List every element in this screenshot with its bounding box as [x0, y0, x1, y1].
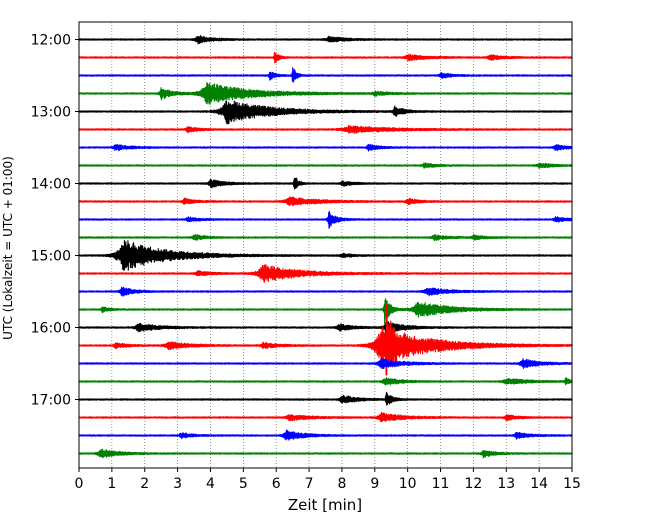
trace-1300 — [78, 100, 573, 125]
trace-1415 — [78, 196, 573, 207]
x-tick-label: 5 — [239, 476, 248, 492]
y-tick-label: 17:00 — [31, 393, 71, 409]
trace-1515 — [78, 264, 573, 284]
x-tick-label: 7 — [305, 476, 314, 492]
x-tick-label: 0 — [75, 476, 84, 492]
trace-1315 — [78, 124, 573, 134]
trace-1630 — [78, 357, 573, 370]
trace-1445 — [78, 233, 573, 241]
x-tick-label: 8 — [337, 476, 346, 492]
y-tick-label: 16:00 — [31, 321, 71, 337]
y-tick-label: 15:00 — [31, 249, 71, 265]
y-tick-label: 12:00 — [31, 33, 71, 49]
x-axis-label: Zeit [min] — [288, 496, 362, 514]
x-tick-label: 10 — [399, 476, 417, 492]
x-tick-label: 12 — [464, 476, 482, 492]
x-tick-label: 13 — [497, 476, 515, 492]
trace-1200 — [78, 35, 573, 45]
trace-1245 — [78, 82, 573, 105]
y-tick-label: 13:00 — [31, 105, 71, 121]
x-tick-label: 1 — [107, 476, 116, 492]
y-tick-label: 14:00 — [31, 177, 71, 193]
trace-layer — [78, 35, 573, 459]
trace-1500 — [78, 240, 573, 271]
trace-1600 — [78, 321, 573, 334]
trace-1530 — [78, 286, 573, 297]
x-tick-label: 14 — [530, 476, 548, 492]
trace-1215 — [78, 51, 573, 64]
trace-1700 — [78, 391, 573, 406]
x-tick-label: 2 — [140, 476, 149, 492]
trace-1430 — [78, 210, 573, 229]
trace-1345 — [78, 162, 573, 169]
x-tick-label: 9 — [370, 476, 379, 492]
trace-1545 — [78, 298, 573, 325]
x-tick-label: 3 — [173, 476, 182, 492]
y-axis-label: UTC (Lokalzeit = UTC + 01:00) — [1, 156, 15, 340]
trace-1330 — [78, 143, 573, 152]
trace-1400 — [78, 177, 573, 190]
x-tick-label: 6 — [272, 476, 281, 492]
x-tick-label: 4 — [206, 476, 215, 492]
x-tick-label: 15 — [563, 476, 581, 492]
trace-1230 — [78, 67, 573, 83]
grid-layer — [111, 22, 540, 468]
trace-1745 — [78, 448, 573, 459]
trace-1730 — [78, 429, 573, 441]
trace-1615 — [78, 303, 573, 376]
trace-1715 — [78, 411, 573, 423]
trace-1645 — [78, 377, 573, 386]
plot-frame — [78, 21, 573, 469]
x-tick-label: 11 — [432, 476, 450, 492]
axis-layer: 0 1 2 3 4 5 6 7 8 9 10 11 12 13 14 1512:0013:0014:0015:… — [31, 21, 581, 492]
